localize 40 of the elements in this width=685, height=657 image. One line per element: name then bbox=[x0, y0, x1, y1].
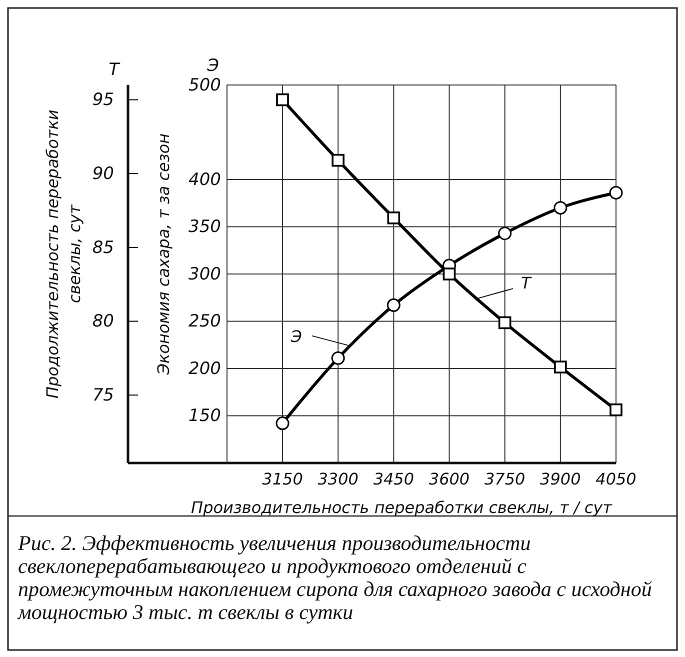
point bbox=[332, 154, 344, 167]
x-tick-label: 4050 bbox=[596, 469, 636, 488]
y2-tick-label: 90 bbox=[92, 164, 114, 184]
point bbox=[276, 93, 289, 106]
y-tick-label: 500 bbox=[188, 75, 221, 96]
point bbox=[610, 403, 622, 416]
point bbox=[442, 268, 456, 280]
y-tick-label: 250 bbox=[188, 312, 221, 332]
y2-tick-label: 85 bbox=[92, 238, 114, 258]
y2-tick-label: 75 bbox=[92, 386, 114, 406]
y-tick-label: 350 bbox=[188, 217, 221, 238]
y2-tick-label: 80 bbox=[92, 312, 114, 332]
point bbox=[331, 351, 345, 365]
x-tick-label: 3450 bbox=[373, 469, 414, 488]
point bbox=[609, 186, 623, 200]
x-tick-label: 3150 bbox=[262, 469, 303, 488]
y-tick-label: 200 bbox=[188, 358, 221, 379]
y2-tick-label: 95 bbox=[92, 90, 114, 110]
x-tick-label: 3900 bbox=[540, 469, 581, 488]
y-axis-title: Экономия сахара, т за сезон bbox=[154, 133, 173, 376]
text: Т bbox=[108, 60, 121, 80]
point bbox=[498, 226, 512, 240]
y-tick-label: 150 bbox=[188, 406, 221, 426]
point bbox=[554, 201, 568, 215]
y-tick-label: 400 bbox=[188, 170, 221, 190]
point bbox=[387, 211, 400, 224]
x-tick-label: 3750 bbox=[484, 469, 526, 488]
annotation: Т bbox=[521, 274, 532, 293]
point bbox=[386, 298, 400, 312]
x-tick-label: 3600 bbox=[428, 469, 470, 488]
point bbox=[554, 360, 567, 374]
point bbox=[276, 416, 290, 430]
text: Рис. 2. Эффективность увеличения производительности свеклоперерабатывающего и продуктового отделений с промежуточным накоплением сиропа для сахарного завода с исходной мощностью 3 тыс. т свеклы в сутки bbox=[17, 531, 652, 624]
point bbox=[498, 316, 512, 330]
x-tick-label: 3300 bbox=[318, 469, 358, 488]
x-axis-title: Производительность переработки свеклы, т / сут bbox=[191, 498, 613, 517]
text: Э bbox=[206, 56, 220, 76]
annotation: Э bbox=[290, 326, 302, 346]
y2-axis-title: Продолжительность переработки свеклы, сут bbox=[43, 110, 84, 398]
y-tick-label: 300 bbox=[188, 264, 221, 284]
